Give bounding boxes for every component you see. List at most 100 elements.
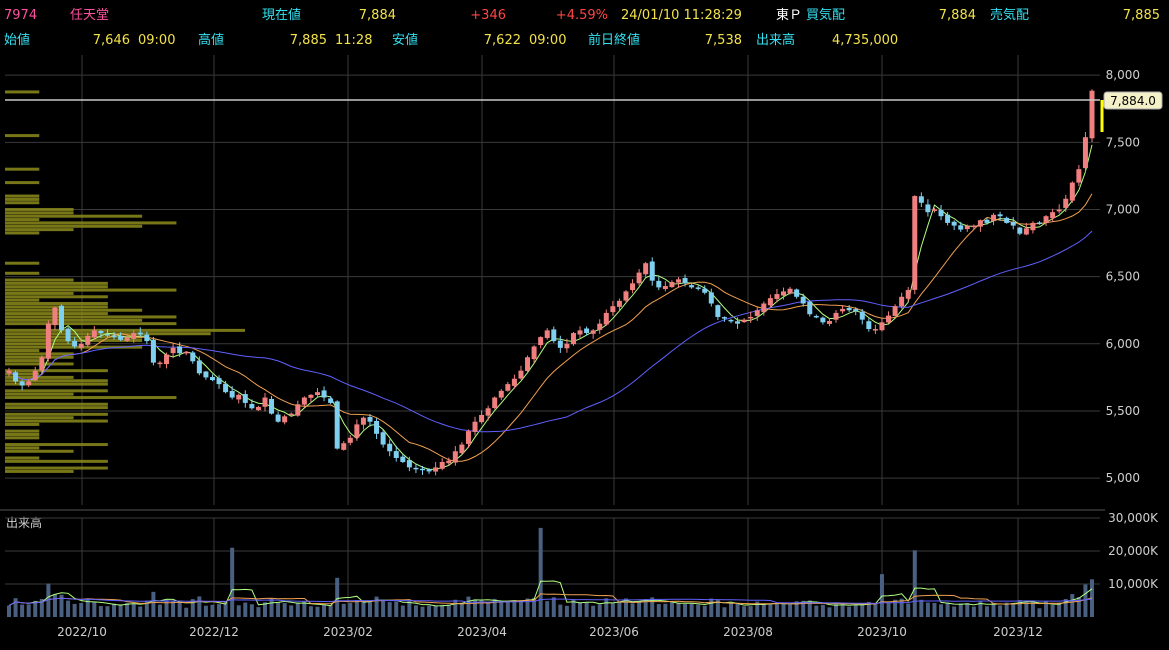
candle-body (991, 214, 997, 222)
candle-body (859, 311, 865, 320)
low-value: 7,622 (483, 33, 521, 48)
candle-body (1017, 227, 1023, 234)
candle-body (721, 317, 727, 319)
volume-bar (282, 603, 287, 617)
volume-bars (7, 527, 1094, 617)
volume-bar (453, 599, 458, 617)
volume-bar (322, 604, 327, 617)
volume-bar (125, 603, 130, 617)
volume-bar (492, 598, 497, 617)
volume-bar (13, 598, 18, 617)
candle-body (426, 469, 432, 472)
ma-long-line (8, 230, 1093, 433)
price-tick-label: 6,500 (1106, 270, 1140, 284)
volume-bar (295, 602, 300, 617)
volume-bar (203, 605, 208, 617)
volume-bar (85, 598, 90, 617)
candle-body (544, 330, 550, 338)
volume-bar (893, 599, 898, 617)
volume-bar (197, 596, 202, 617)
volume-profile-bar (5, 382, 108, 386)
volume-bar (112, 603, 117, 617)
volume-bar (486, 602, 491, 617)
candle-body (741, 319, 747, 323)
volume-bar (774, 604, 779, 617)
candle-body (282, 416, 288, 423)
volume-bar (223, 601, 228, 617)
price-change-pct: +4.59% (555, 8, 608, 23)
candle-body (85, 335, 91, 345)
volume-bar (538, 527, 543, 617)
volume-bar (466, 596, 471, 617)
candle-body (1010, 221, 1016, 226)
volume-bar (1004, 602, 1009, 617)
volume-bar (446, 604, 451, 617)
candle-body (98, 330, 104, 334)
volume-profile-bar (5, 352, 74, 356)
volume-profile-bar (5, 362, 74, 366)
volume-bar (958, 603, 963, 617)
volume-bar (177, 602, 182, 617)
volume-bar (840, 604, 845, 617)
moving-averages (8, 144, 1093, 470)
candle-body (275, 414, 281, 422)
volume-bar (558, 604, 563, 617)
candle-body (465, 431, 471, 444)
candle-body (570, 333, 576, 345)
candle-body (131, 333, 137, 339)
candle-body (229, 390, 235, 398)
candle-body (794, 289, 800, 297)
candle-body (538, 337, 544, 346)
volume-bar (335, 577, 340, 617)
candle-body (577, 330, 583, 335)
high-label: 高値 (198, 33, 225, 48)
current-price-value: 7,884 (358, 8, 396, 23)
candle-body (623, 291, 629, 301)
volume-bar (899, 598, 904, 617)
volume-bar (584, 602, 589, 617)
volume-bar (794, 601, 799, 617)
volume-bar (637, 601, 642, 617)
stock-code: 7974 (4, 8, 38, 23)
candle-body (334, 401, 340, 449)
candle-body (479, 415, 485, 423)
volume-profile-bar (5, 167, 40, 171)
price-tick-label: 8,000 (1106, 68, 1140, 82)
candle-body (255, 406, 261, 411)
candle-body (262, 397, 268, 407)
volume-profile-bar (5, 308, 143, 312)
candlesticks (6, 89, 1095, 476)
volume-bar (479, 600, 484, 617)
volume-bar (381, 600, 386, 617)
volume-bar (597, 604, 602, 617)
candle-body (341, 443, 347, 450)
candle-body (649, 261, 655, 281)
candle-body (367, 417, 373, 422)
candle-body (150, 339, 156, 363)
volume-profile-bar (5, 335, 143, 339)
candle-body (820, 317, 826, 323)
volume-bar (1044, 601, 1049, 617)
candle-body (872, 329, 878, 331)
volume-gridlines (5, 517, 1100, 617)
candle-body (964, 225, 970, 230)
ma-short-line (8, 144, 1093, 470)
candle-body (19, 381, 25, 386)
candle-body (216, 378, 222, 385)
candle-body (295, 404, 301, 416)
volume-bar (709, 598, 714, 617)
candle-body (190, 352, 196, 362)
candle-body (1043, 216, 1049, 224)
volume-bar (236, 605, 241, 617)
volume-bar (919, 599, 924, 617)
volume-profile-bar (5, 469, 74, 473)
candle-body (525, 357, 531, 372)
volume-profile-bar (5, 231, 40, 235)
volume-bar (518, 600, 523, 617)
volume-bar (689, 603, 694, 617)
volume-bar (1050, 604, 1055, 617)
volume-bar (571, 598, 576, 617)
candle-body (695, 287, 701, 289)
volume-bar (669, 602, 674, 617)
